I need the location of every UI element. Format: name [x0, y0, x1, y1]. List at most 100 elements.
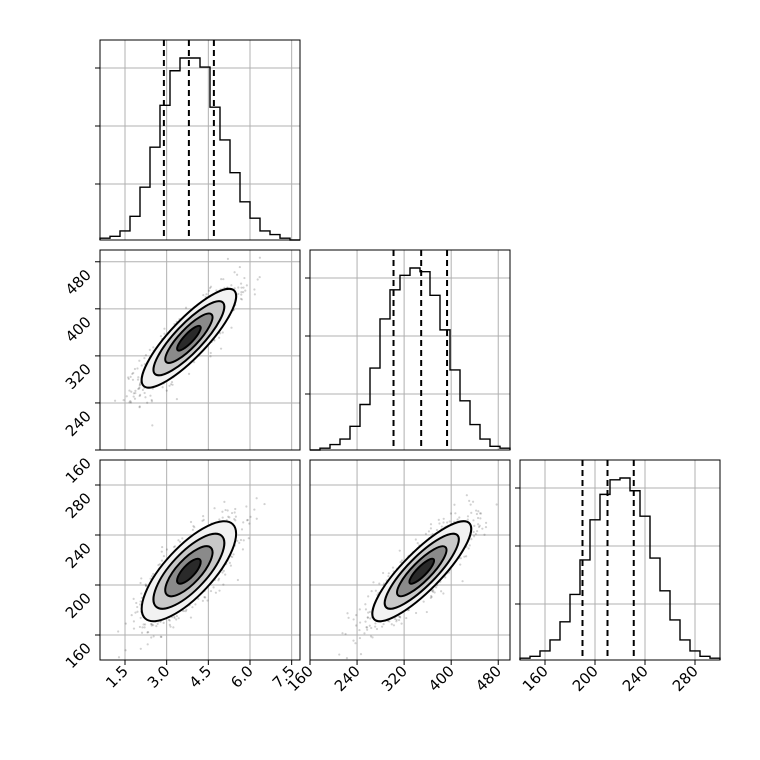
sample-point [477, 510, 480, 513]
sample-point [414, 611, 418, 615]
sample-point [197, 597, 200, 600]
sample-point [132, 597, 135, 600]
sample-point [395, 618, 398, 621]
sample-point [204, 596, 207, 599]
sample-point [472, 530, 475, 534]
sample-point [233, 287, 236, 290]
sample-point [227, 515, 230, 518]
sample-point [146, 631, 149, 634]
sample-point [463, 555, 466, 558]
panel-frame [309, 249, 511, 451]
sample-point [398, 615, 401, 618]
sample-point [372, 581, 375, 584]
sample-point [398, 549, 401, 552]
sample-point [150, 400, 154, 403]
sample-point [128, 389, 131, 392]
sample-point [366, 616, 369, 619]
sample-point [172, 545, 176, 549]
sample-point [380, 625, 384, 628]
sample-point [213, 339, 216, 342]
x-tick-label: 160 [519, 662, 552, 695]
histogram-2 [519, 477, 721, 660]
sample-point [130, 613, 133, 617]
sample-point [234, 515, 237, 518]
sample-point [147, 630, 150, 634]
sample-point [363, 632, 366, 635]
sample-point [382, 571, 385, 575]
sample-point [378, 582, 381, 585]
sample-point [138, 394, 141, 398]
sample-point [134, 389, 137, 393]
sample-point [368, 610, 372, 613]
sample-point [175, 398, 179, 401]
sample-point [140, 577, 143, 580]
sample-point [141, 626, 144, 629]
hist-panel-0 [95, 39, 301, 241]
sample-point [184, 610, 187, 613]
sample-point [146, 643, 149, 646]
x-tick-label: 280 [669, 662, 702, 695]
scatter-panel-0-2 [99, 459, 301, 661]
sample-point [388, 620, 391, 623]
sample-point [138, 405, 141, 408]
contour-3 [176, 324, 202, 352]
sample-point [437, 518, 440, 521]
sample-point [368, 624, 371, 627]
y-tick-label: 400 [62, 313, 95, 346]
panel-frame [99, 249, 301, 451]
sample-point [128, 401, 131, 404]
sample-point [263, 502, 266, 506]
sample-point [473, 524, 476, 527]
sample-point [449, 512, 453, 515]
sample-point [172, 626, 175, 629]
sample-point [358, 628, 361, 632]
sample-point [474, 532, 477, 536]
sample-point [230, 511, 234, 515]
sample-point [458, 516, 461, 519]
sample-point [242, 286, 245, 289]
sample-point [467, 547, 470, 550]
sample-point [429, 523, 433, 526]
sample-point [222, 278, 225, 281]
sample-point [133, 367, 137, 371]
sample-point [139, 382, 142, 385]
sample-point [217, 577, 221, 580]
sample-point [185, 608, 188, 611]
sample-point [138, 406, 141, 409]
sample-point [477, 525, 481, 529]
sample-point [424, 532, 428, 535]
sample-point [484, 521, 488, 524]
sample-point [440, 525, 443, 528]
sample-point [338, 653, 341, 656]
sample-point [170, 380, 174, 384]
sample-point [230, 284, 233, 287]
sample-point [202, 294, 205, 297]
sample-point [238, 541, 241, 544]
panel-content [113, 256, 261, 427]
sample-point [341, 632, 344, 635]
sample-point [138, 387, 141, 390]
sample-point [215, 289, 218, 292]
sample-point [129, 401, 133, 404]
sample-point [242, 521, 245, 524]
y-tick-label: 320 [62, 360, 95, 393]
sample-point [163, 332, 166, 335]
sample-point [407, 608, 411, 612]
sample-point [244, 289, 247, 292]
sample-point [355, 624, 358, 627]
sample-point [159, 635, 162, 638]
y-tick-label: 160 [62, 454, 95, 487]
sample-point [117, 630, 120, 633]
sample-point [258, 275, 261, 279]
sample-point [203, 595, 206, 599]
sample-point [359, 653, 363, 656]
sample-point [466, 515, 470, 518]
sample-point [132, 627, 136, 630]
sample-point [369, 617, 372, 620]
sample-point [240, 298, 244, 301]
sample-point [194, 603, 197, 606]
sample-point [241, 548, 245, 551]
sample-point [245, 505, 248, 508]
sample-point [159, 335, 163, 338]
sample-point [222, 569, 225, 573]
